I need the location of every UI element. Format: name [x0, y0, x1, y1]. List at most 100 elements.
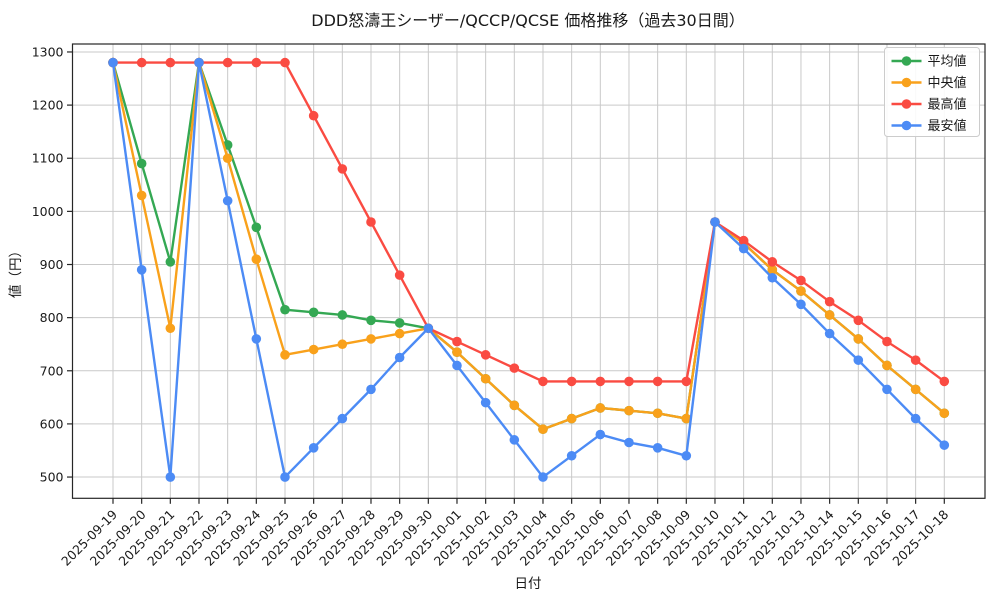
series-min-point	[538, 472, 548, 482]
series-min-point	[280, 472, 290, 482]
series-min-point	[910, 413, 921, 424]
series-min-point	[194, 57, 204, 68]
series-median-point	[337, 339, 348, 350]
series-min-point	[222, 195, 233, 206]
legend-item-min: 最安値	[891, 118, 967, 134]
series-max-point	[538, 376, 548, 387]
series-median-point	[136, 190, 147, 201]
series-max-point	[337, 164, 348, 174]
series-min-point	[108, 57, 118, 68]
series-min-point	[165, 472, 176, 482]
y-tick-label: 1200	[32, 98, 64, 113]
series-max-point	[767, 257, 778, 267]
series-median-point	[824, 310, 835, 320]
series-mean-point	[136, 158, 147, 169]
series-max-point	[853, 315, 864, 326]
series-max-point	[394, 270, 405, 280]
series-median-point	[308, 344, 319, 355]
series-max-point	[910, 355, 921, 365]
series-min-point	[710, 217, 720, 227]
series-median-point	[681, 413, 692, 424]
legend-label-mean: 平均値	[928, 54, 967, 70]
series-median-point	[566, 413, 577, 424]
series-median-point	[222, 153, 233, 164]
series-min-point	[652, 443, 663, 453]
series-mean-point	[251, 222, 262, 233]
series-min-point	[939, 440, 950, 450]
series-median-point	[165, 323, 176, 334]
legend-box	[884, 47, 980, 137]
plot-border	[71, 43, 986, 499]
series-max-point	[366, 217, 376, 227]
series-median-point	[796, 286, 806, 296]
y-tick-label: 600	[40, 416, 64, 431]
x-axis-label: 日付	[515, 576, 542, 592]
series-mean	[108, 57, 950, 435]
legend-label-median: 中央値	[928, 75, 967, 91]
series-median-point	[394, 328, 405, 339]
series-min-point	[480, 397, 491, 408]
series-max-line	[111, 61, 946, 383]
series-max-point	[882, 336, 892, 347]
series-min-point	[824, 328, 835, 339]
data-series	[108, 57, 950, 482]
series-median-point	[882, 360, 892, 371]
y-tick-label: 700	[40, 363, 64, 378]
series-max	[108, 57, 950, 387]
series-min-point	[136, 265, 147, 275]
y-tick-label: 1100	[32, 151, 64, 166]
series-min-point	[337, 413, 348, 424]
series-min-point	[366, 384, 376, 395]
series-max-point	[251, 57, 262, 68]
series-median-point	[509, 400, 520, 411]
series-median-point	[910, 384, 921, 395]
series-max-point	[624, 376, 634, 387]
series-mean-point	[308, 307, 319, 318]
series-median-point	[538, 424, 548, 435]
series-min-point	[423, 323, 434, 334]
series-min-point	[796, 299, 806, 310]
series-max-point	[136, 57, 147, 68]
series-max-point	[681, 376, 692, 387]
series-median-point	[939, 408, 950, 419]
series-median-point	[767, 265, 778, 275]
y-tick-label: 800	[40, 310, 64, 325]
series-min-point	[681, 450, 692, 461]
y-tick-label: 900	[40, 257, 64, 272]
series-min-point	[566, 450, 577, 461]
series-max-point	[308, 110, 319, 121]
legend-item-median: 中央値	[891, 75, 967, 91]
y-tick-label: 1000	[32, 204, 64, 219]
series-median-point	[652, 408, 663, 419]
series-min-point	[509, 435, 520, 445]
series-max-point	[796, 275, 806, 286]
series-min-point	[624, 437, 634, 448]
series-max-point	[824, 296, 835, 307]
series-mean-point	[394, 318, 405, 328]
legend-swatch-marker	[901, 120, 912, 131]
series-max-point	[566, 376, 577, 387]
series-median-point	[853, 334, 864, 344]
series-max-point	[165, 57, 176, 68]
legend-swatch-marker	[901, 56, 912, 66]
series-min-point	[251, 334, 262, 344]
series-max-point	[509, 363, 520, 373]
series-min-point	[738, 243, 749, 254]
series-mean-point	[366, 315, 376, 326]
series-min-point	[308, 443, 319, 453]
series-median-point	[595, 403, 606, 413]
y-tick-label: 1300	[32, 44, 64, 59]
series-max-point	[738, 235, 749, 246]
series-median-point	[624, 405, 634, 416]
series-median-point	[366, 334, 376, 344]
legend-swatch-marker	[901, 77, 912, 88]
axis-ticks-and-labels: 50060070080090010001100120013002025-09-1…	[32, 44, 952, 568]
series-min-point	[452, 360, 462, 371]
series-min-point	[882, 384, 892, 395]
series-max-point	[939, 376, 950, 387]
series-median-point	[452, 347, 462, 357]
series-mean-point	[165, 257, 176, 267]
